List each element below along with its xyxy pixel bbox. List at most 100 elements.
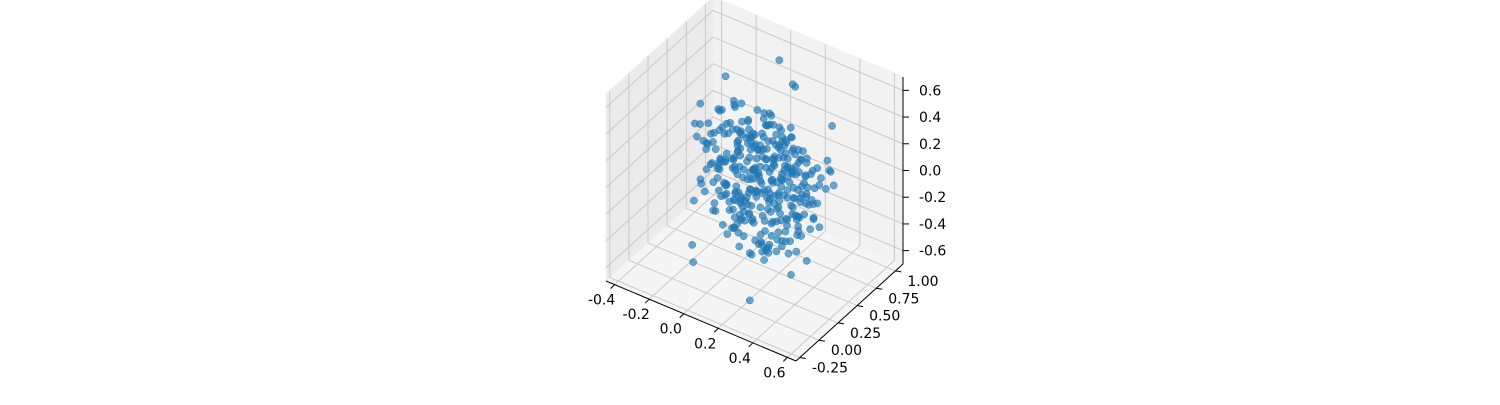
data-point-292 [764,137,773,146]
x-tick-label-0: -0.4 [588,293,615,309]
data-point-183 [817,174,825,182]
x-gridline-0 [614,0,723,285]
data-point-345 [788,80,797,89]
data-point-198 [789,183,798,192]
z-gridline-6 [605,9,904,108]
data-point-304 [709,206,718,215]
data-point-266 [702,165,711,174]
data-point-344 [787,270,795,279]
data-point-309 [719,158,728,166]
y-tick-3 [857,305,864,308]
data-point-256 [822,185,830,193]
data-point-333 [815,223,824,232]
z-gridline-4 [605,63,904,162]
data-point-330 [823,156,832,165]
data-point-349 [689,258,698,267]
data-point-310 [781,227,790,236]
y-tick-label-5: 1.00 [907,274,938,290]
data-point-232 [714,105,723,113]
x-tick-label-4: 0.4 [729,351,751,367]
z-tick-label-3: 0.0 [919,164,941,180]
data-point-228 [809,215,818,224]
data-point-339 [829,181,838,190]
data-point-251 [734,228,743,237]
y-gridline-0 [609,90,800,358]
data-point-343 [688,241,697,249]
data-point-146 [799,147,807,155]
data-point-317 [764,249,773,257]
data-point-250 [779,153,788,162]
data-point-178 [706,160,715,169]
data-point-303 [744,210,753,218]
tick-labels: -0.4 -0.2 0.0 0.2 0.4 0.6 -0.25 0.000.250.50 0.7… [588,83,946,381]
y-gridline-4 [685,21,877,289]
data-point-240 [747,201,756,210]
data-point-318 [752,154,761,163]
data-point-283 [751,140,760,149]
data-point-97 [796,198,805,207]
data-point-322 [735,162,744,171]
data-point-80 [729,96,738,105]
data-point-285 [736,199,745,208]
y-axis-line [795,263,904,362]
z-gridline-3 [605,89,904,188]
y-tick-0 [799,357,806,360]
data-point-269 [794,222,803,231]
z-tick-label-0: -0.6 [919,244,946,260]
data-point-75 [759,114,768,123]
data-point-340 [745,296,754,305]
x-gridline-4 [752,58,861,344]
data-point-222 [815,181,824,189]
data-point-160 [769,218,777,226]
data-point-273 [764,205,772,213]
data-point-138 [790,194,799,203]
data-point-281 [722,149,731,158]
x-tick-0 [610,284,615,289]
data-point-321 [795,213,804,222]
data-point-120 [792,247,801,256]
data-point-259 [699,136,708,145]
data-point-129 [753,106,762,114]
data-point-205 [765,109,774,118]
data-point-335 [696,99,705,108]
data-point-274 [767,176,776,185]
z-tick-label-1: -0.4 [919,217,946,233]
data-point-319 [772,204,781,213]
y-tick-label-3: 0.50 [869,309,900,325]
data-point-236 [714,186,723,195]
data-point-215 [721,191,729,200]
data-point-155 [726,118,734,127]
y-tick-1 [818,339,826,342]
data-point-186 [745,153,754,162]
data-point-158 [745,125,753,134]
z-gridline-0 [605,170,904,268]
data-point-246 [787,201,795,210]
data-point-212 [737,214,746,223]
data-point-293 [772,247,781,256]
data-point-108 [723,230,732,239]
y-tick-4 [876,287,883,290]
data-point-264 [761,227,769,235]
data-point-172 [744,116,753,124]
data-point-241 [744,139,752,148]
data-point-297 [757,238,766,247]
data-point-301 [751,188,759,197]
x-gridline-3 [717,44,826,329]
data-point-235 [761,155,770,164]
y-tick-label-4: 0.75 [888,291,919,307]
data-point-337 [802,257,811,265]
data-point-270 [734,136,743,145]
data-point-263 [770,161,779,170]
z-tick-label-6: 0.6 [919,83,941,99]
z-tick-label-5: 0.4 [919,110,941,126]
z-tick-label-2: -0.2 [919,190,946,206]
y-tick-2 [837,322,845,325]
grid-lines [605,0,904,358]
z-gridline-5 [605,36,904,135]
data-point-280 [735,242,744,251]
x-gridline-5 [787,73,895,358]
data-point-328 [797,155,805,164]
data-point-117 [767,231,776,240]
